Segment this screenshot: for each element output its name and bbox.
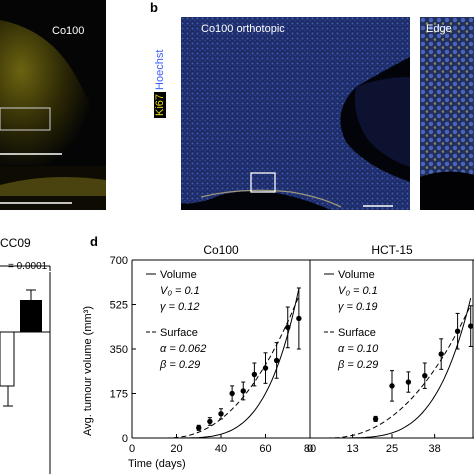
co100-data-point: [285, 324, 291, 331]
co100-ytick-label: 175: [110, 389, 128, 401]
panel-b-micrograph: [181, 17, 410, 210]
hct15-legend-surface-param: α = 0.10: [338, 343, 379, 355]
co100-legend-volume-title: Volume: [160, 269, 197, 281]
panel-c-title: CC09: [0, 236, 31, 250]
hct15-volume-curve: [326, 297, 472, 439]
co100-xtick-label: 20: [170, 443, 182, 455]
co100-data-point: [262, 365, 269, 371]
hct15-xtick-label: 38: [429, 443, 441, 455]
co100-xtick-label: 0: [129, 443, 135, 455]
panel-a-image: Co100: [0, 0, 106, 210]
hct15-data-point: [438, 351, 444, 357]
co100-data-point: [196, 425, 202, 431]
co100-legend-surface-title: Surface: [160, 327, 198, 339]
hct15-data-point: [454, 328, 461, 334]
co100-data-point: [240, 388, 246, 394]
co100-ytick-label: 525: [110, 300, 128, 312]
panel-b-inset-micrograph: [420, 17, 474, 210]
co100-legend-surface-param: α = 0.062: [160, 343, 206, 355]
co100-legend-volume-param: V₀ = 0.1: [160, 285, 200, 297]
co100-data-point: [251, 371, 258, 378]
co100-legend-surface-param: β = 0.29: [159, 359, 200, 371]
panel-c: CC09 = 0.0001: [0, 230, 110, 474]
panel-a-micrograph: [0, 20, 106, 210]
panel-d-letter: d: [90, 234, 98, 249]
hct15-legend-volume-param: V₀ = 0.1: [338, 285, 378, 297]
panel-b-inset-image: Edge: [420, 17, 474, 210]
co100-xtick-label: 60: [259, 443, 271, 455]
co100-data-point: [273, 357, 280, 364]
panel-a-label: Co100: [52, 25, 85, 37]
co100-ytick-label: 700: [110, 255, 128, 267]
co100-ytick-label: 0: [122, 433, 128, 445]
co100-ytick-label: 350: [110, 344, 128, 356]
panel-c-pvalue: = 0.0001: [8, 261, 48, 272]
hct15-data-point: [468, 323, 474, 329]
panel-b-inset-label: Edge: [426, 23, 452, 35]
co100-title: Co100: [203, 243, 239, 257]
hct15-legend-volume-title: Volume: [338, 269, 375, 281]
hct15-surface-curve: [326, 304, 472, 439]
hct15-legend-volume-param: γ = 0.19: [338, 301, 377, 313]
hct15-title: HCT-15: [371, 243, 413, 257]
co100-xtick-label: 40: [215, 443, 227, 455]
hct15-data-point: [372, 416, 379, 422]
hct15-data-point: [389, 383, 395, 389]
panel-c-filled-bar: [20, 300, 42, 332]
co100-legend-volume-param: γ = 0.12: [160, 301, 199, 313]
panel-b-letter: b: [150, 0, 158, 15]
hct15-legend-surface-title: Surface: [338, 327, 376, 339]
co100-data-point: [229, 390, 235, 397]
hct15-xtick-label: 13: [347, 443, 359, 455]
panel-d-xlabel: Time (days): [128, 458, 186, 470]
panel-c-chart: [0, 265, 51, 474]
hct15-data-point: [405, 379, 412, 385]
hct15-legend-surface-param: β = 0.29: [337, 359, 378, 371]
co100-xtick-label: 80: [304, 443, 316, 455]
hct15-data-point: [422, 373, 428, 379]
hct15-xtick-label: 0: [307, 443, 313, 455]
co100-data-point: [207, 418, 213, 425]
hct15-xtick-label: 25: [386, 443, 398, 455]
co100-data-point: [218, 411, 224, 417]
panel-b-image: Co100 orthotopic: [181, 17, 410, 210]
co100-data-point: [296, 315, 302, 322]
panel-b-main-label: Co100 orthotopic: [201, 23, 285, 35]
